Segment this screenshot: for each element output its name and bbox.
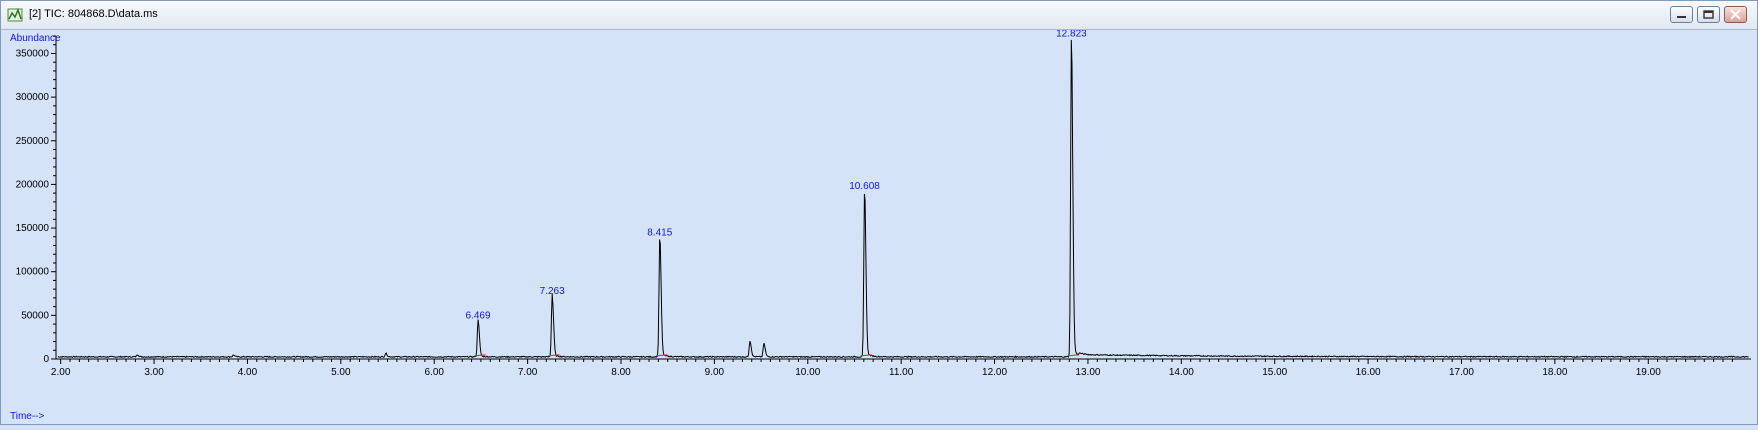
tic-chromatogram-chart: Abundance Time--> 0 50000 100000 150000 2000… <box>10 28 1751 422</box>
integration-markers <box>474 354 1079 357</box>
x-tick-label: 8.00 <box>611 367 631 378</box>
x-tick-label: 3.00 <box>144 367 164 378</box>
x-tick-label: 4.00 <box>238 367 258 378</box>
x-tick-label: 11.00 <box>889 367 914 378</box>
peak-rt-label: 10.608 <box>849 181 880 192</box>
chromatogram-plot-area[interactable]: Abundance Time--> 0 50000 100000 150000 2000… <box>1 28 1757 425</box>
tic-trace <box>57 39 1749 359</box>
x-tick-label: 16.00 <box>1356 367 1381 378</box>
peak-rt-label: 12.823 <box>1056 30 1087 39</box>
title-bar[interactable]: [2] TIC: 804868.D\data.ms <box>1 1 1757 30</box>
x-axis-label: Time--> <box>10 411 45 422</box>
restore-button[interactable] <box>1697 6 1720 23</box>
x-tick-label: 19.00 <box>1636 367 1661 378</box>
y-tick-label: 0 <box>43 354 49 365</box>
integration-baseline-mark <box>548 354 560 357</box>
x-tick-label: 13.00 <box>1075 367 1100 378</box>
integration-baseline-mark <box>474 354 486 357</box>
window-title: [2] TIC: 804868.D\data.ms <box>29 8 158 20</box>
y-tick-label: 100000 <box>16 267 50 278</box>
integration-baseline-mark <box>655 354 668 357</box>
integration-baseline-mark <box>860 354 873 357</box>
x-tick-label: 18.00 <box>1542 367 1567 378</box>
x-tick-label: 14.00 <box>1169 367 1194 378</box>
chromatogram-app-icon <box>7 7 23 22</box>
restore-icon <box>1703 10 1714 19</box>
peak-labels: 6.469 7.263 8.415 10.608 12.823 <box>466 28 1088 321</box>
x-tick-label: 12.00 <box>982 367 1007 378</box>
y-tick-label: 250000 <box>16 136 50 147</box>
x-tick-label: 7.00 <box>518 367 538 378</box>
peak-rt-label: 7.263 <box>540 286 565 297</box>
x-tick-label: 17.00 <box>1449 367 1474 378</box>
close-icon <box>1730 9 1741 20</box>
peak-rt-label: 6.469 <box>466 310 491 321</box>
y-ticks: 0 50000 100000 150000 200000 250000 300000 3500… <box>16 35 56 365</box>
y-tick-label: 50000 <box>21 310 49 321</box>
x-tick-label: 9.00 <box>705 367 725 378</box>
x-ticks: 2.00 3.00 4.00 5.00 6.00 7.00 8.00 9.00 10.00 11.… <box>51 359 1733 378</box>
y-axis-label: Abundance <box>10 33 61 44</box>
tic-trace-line <box>57 39 1749 359</box>
x-tick-label: 10.00 <box>795 367 820 378</box>
y-tick-label: 200000 <box>16 179 50 190</box>
minimize-button[interactable] <box>1670 6 1693 23</box>
x-tick-label: 15.00 <box>1262 367 1287 378</box>
x-tick-label: 2.00 <box>51 367 71 378</box>
y-tick-label: 150000 <box>16 223 50 234</box>
y-tick-label: 350000 <box>16 48 50 59</box>
x-tick-label: 6.00 <box>424 367 444 378</box>
close-button[interactable] <box>1724 6 1747 23</box>
minimize-icon <box>1677 16 1686 18</box>
x-tick-label: 5.00 <box>331 367 351 378</box>
peak-rt-label: 8.415 <box>647 227 672 238</box>
y-tick-label: 300000 <box>16 92 50 103</box>
axes <box>55 36 1751 360</box>
integration-baseline-mark <box>1067 354 1079 357</box>
